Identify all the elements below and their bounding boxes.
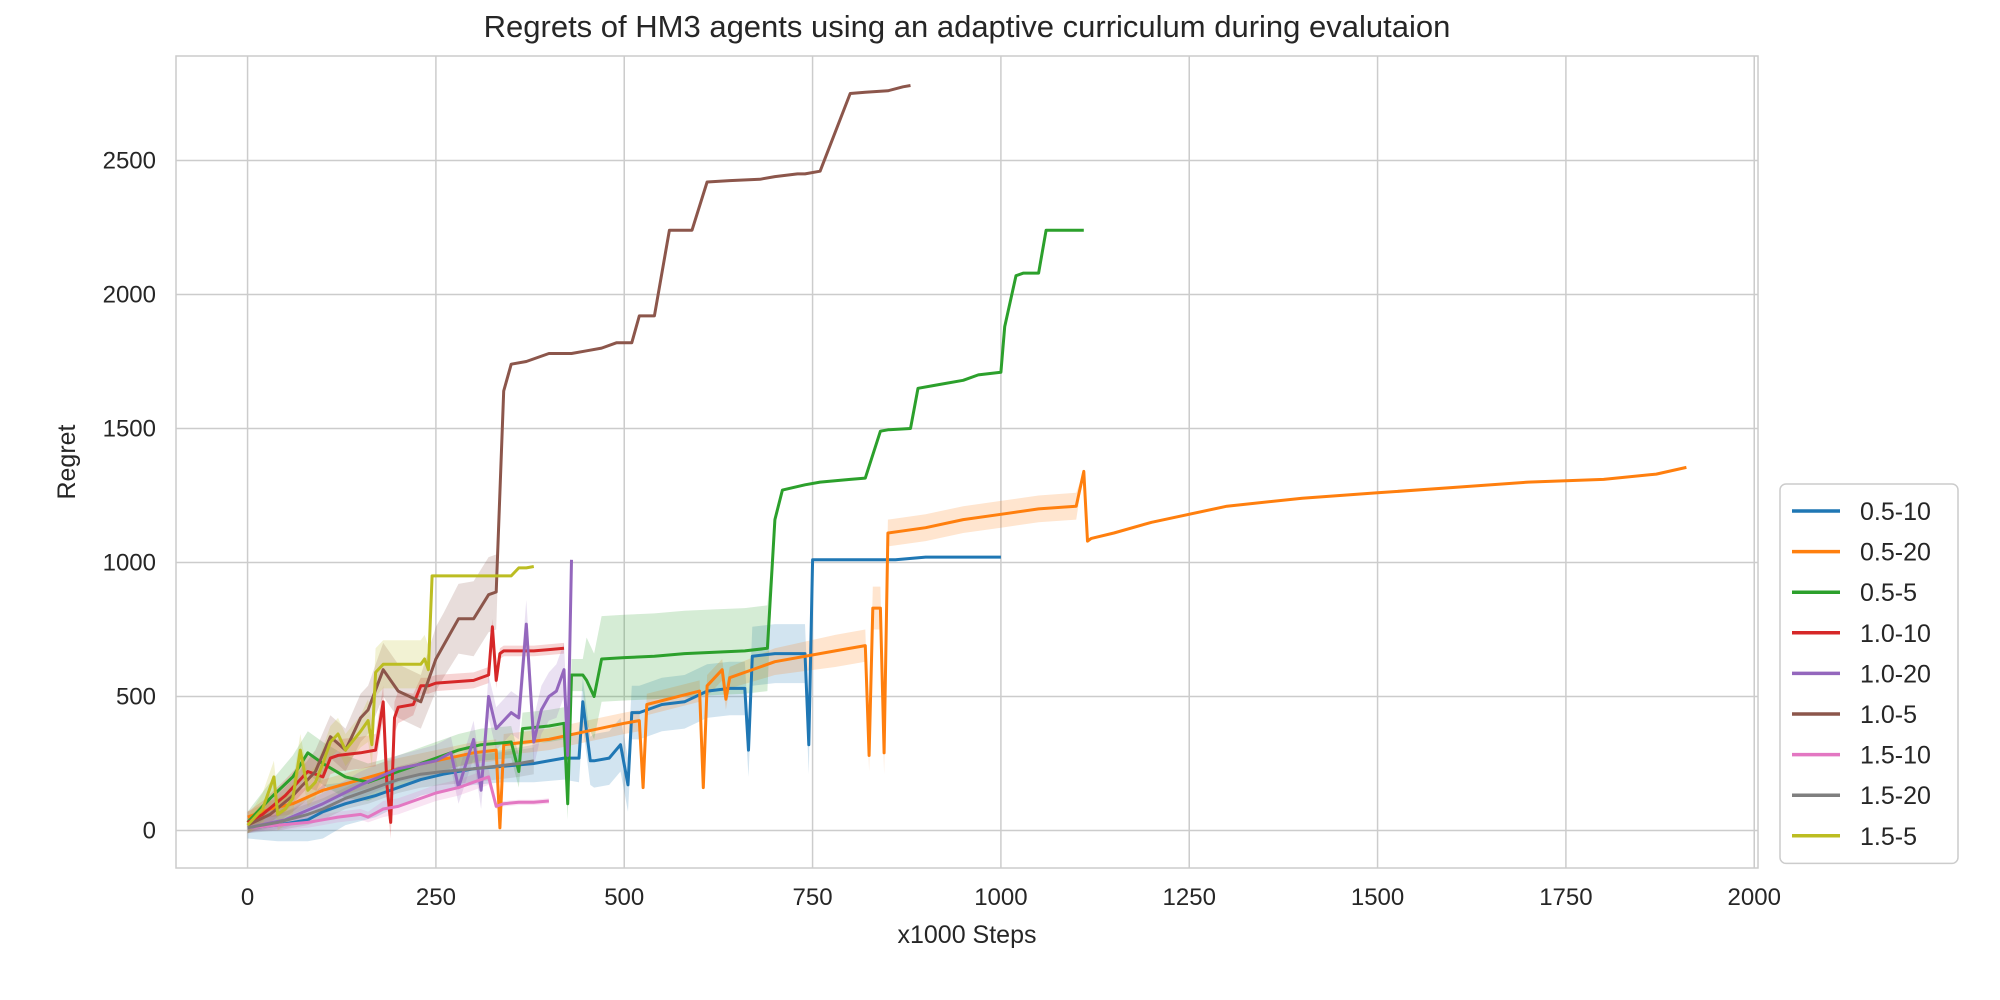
legend-label: 1.5-20 <box>1860 782 1931 810</box>
legend-label: 1.0-5 <box>1860 701 1917 729</box>
legend-label: 0.5-5 <box>1860 579 1917 607</box>
x-tick-label: 500 <box>604 884 644 911</box>
y-tick-label: 2000 <box>103 282 156 309</box>
legend-label: 1.0-20 <box>1860 660 1931 688</box>
x-tick-label: 1500 <box>1351 884 1404 911</box>
series-band-1.0-20 <box>247 559 572 834</box>
grid-lines <box>176 56 1758 868</box>
y-tick-label: 1500 <box>103 416 156 443</box>
x-tick-label: 750 <box>793 884 833 911</box>
legend-label: 1.0-10 <box>1860 620 1931 648</box>
x-tick-label: 1000 <box>974 884 1027 911</box>
legend-label: 0.5-10 <box>1860 498 1931 526</box>
y-tick-label: 2500 <box>103 148 156 175</box>
legend-label: 1.5-10 <box>1860 742 1931 770</box>
x-tick-label: 250 <box>416 884 456 911</box>
y-axis-label: Regret <box>53 424 81 499</box>
chart-title: Regrets of HM3 agents using an adaptive … <box>484 9 1451 44</box>
series-line-0.5-20 <box>247 465 1687 830</box>
series-line-1.0-5 <box>246 84 911 827</box>
y-axis-ticks: 0 500 1000 1500 2000 2500 <box>103 148 156 845</box>
y-tick-label: 1000 <box>103 549 156 576</box>
x-tick-label: 1250 <box>1163 884 1216 911</box>
y-tick-label: 0 <box>143 817 156 844</box>
legend-label: 0.5-20 <box>1860 539 1931 567</box>
series-line-1.5-10 <box>247 775 550 830</box>
legend-label: 1.5-5 <box>1860 823 1917 851</box>
series-band-1.0-10 <box>247 618 564 839</box>
series-line-0.5-10 <box>247 555 1001 830</box>
series-band-1.5-10 <box>247 768 549 831</box>
series-line-1.5-20 <box>247 759 535 830</box>
x-tick-label: 0 <box>241 884 254 911</box>
plot-area <box>175 55 1759 869</box>
x-tick-label: 2000 <box>1728 884 1781 911</box>
series-line-1.5-5 <box>246 565 535 827</box>
x-axis-ticks: 0 250 500 750 1000 1250 1500 1750 2000 <box>241 884 1781 911</box>
legend-frame <box>1779 483 1959 865</box>
x-tick-label: 1750 <box>1539 884 1592 911</box>
series-lines <box>246 84 1687 830</box>
series-band-0.5-10 <box>247 557 1001 842</box>
series-band-0.5-5 <box>247 230 1084 834</box>
x-axis-label: x1000 Steps <box>898 921 1037 949</box>
series-line-1.0-10 <box>246 625 565 824</box>
series-line-1.0-20 <box>247 559 573 830</box>
y-tick-label: 500 <box>116 683 156 710</box>
legend: 0.5-10 0.5-20 0.5-5 1.0-10 1.0-20 1.0-5 1.5-10… <box>1779 483 1959 865</box>
